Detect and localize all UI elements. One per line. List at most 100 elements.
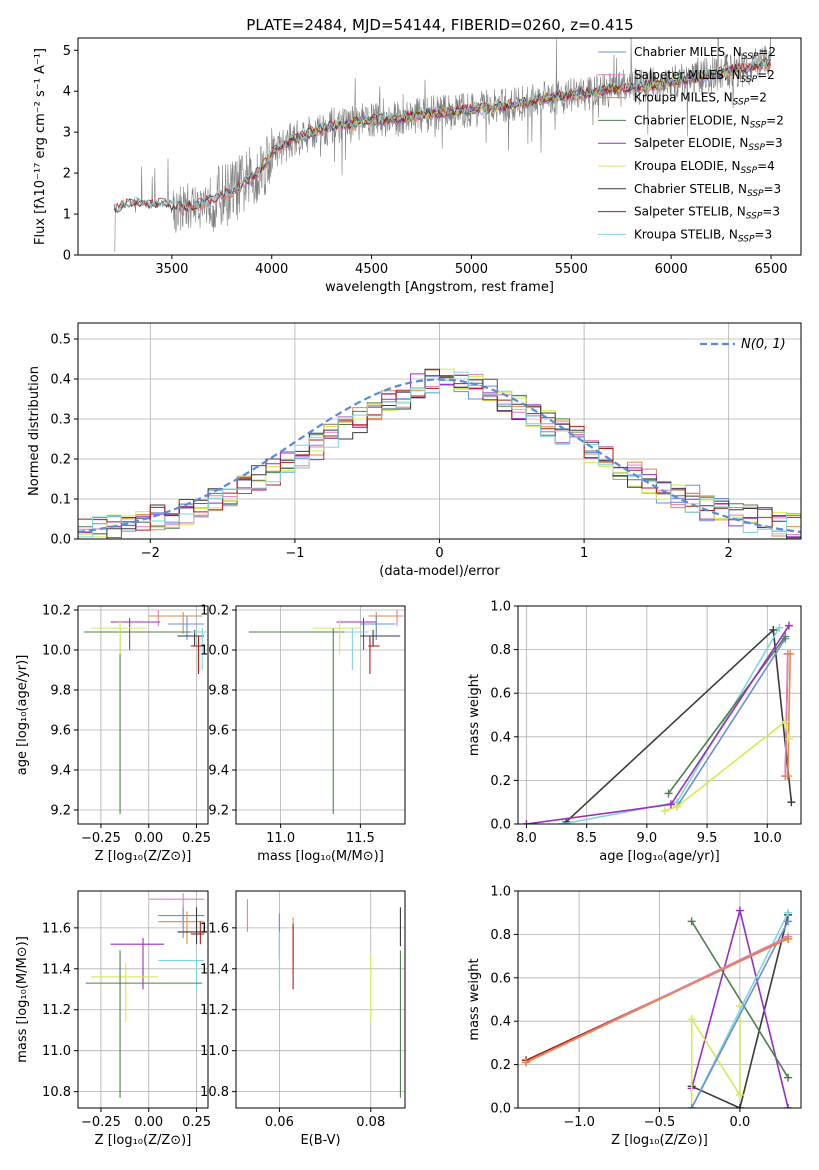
y-tick-label: 0.2 bbox=[490, 1058, 511, 1073]
legend-label: Chabrier STELIB, N bbox=[634, 182, 747, 196]
x-tick-label: 8.0 bbox=[516, 831, 537, 846]
y-tick-label: 9.4 bbox=[50, 764, 71, 779]
plot-area bbox=[246, 899, 401, 1098]
histogram-KS bbox=[78, 371, 801, 538]
y-tick-label: 5 bbox=[63, 44, 71, 59]
legend-entry: Kroupa ELODIE, NSSP=4 bbox=[634, 159, 775, 176]
weight-marker-KM bbox=[783, 772, 792, 781]
legend-subscript: SSP bbox=[747, 189, 764, 199]
y-axis-label: mass weight bbox=[467, 674, 482, 756]
y-tick-label: 0.0 bbox=[490, 1102, 511, 1117]
y-tick-label: 9.2 bbox=[208, 804, 229, 819]
x-axis-label: Z [log₁₀(Z/Z⊙)] bbox=[95, 1133, 192, 1148]
x-tick-label: −2 bbox=[141, 546, 160, 561]
weight-marker-KE bbox=[660, 806, 669, 815]
y-tick-label: 10.2 bbox=[42, 604, 71, 619]
y-tick-label: 9.6 bbox=[208, 724, 229, 739]
legend-entry: Chabrier ELODIE, NSSP=2 bbox=[634, 113, 784, 130]
x-tick-label: −1 bbox=[285, 546, 304, 561]
x-tick-label: 11.5 bbox=[346, 831, 375, 846]
y-axis-label: mass [log₁₀(M/M⊙)] bbox=[15, 936, 30, 1063]
x-axis-label: wavelength [Angstrom, rest frame] bbox=[325, 280, 554, 295]
x-tick-label: 3500 bbox=[155, 262, 188, 277]
spectrum-panel: 3500 4000 4500 5000 5500 6000 6500 0 1 2 3 4 5 wavele… bbox=[33, 37, 802, 295]
y-axis-label: Flux [fλ10⁻¹⁷ erg cm⁻² s⁻¹ A⁻¹] bbox=[33, 48, 48, 245]
legend-label: Chabrier ELODIE, N bbox=[634, 113, 750, 127]
model-spectrum-SS bbox=[113, 57, 771, 213]
y-tick-label: 3 bbox=[63, 126, 71, 141]
weight-line-KM bbox=[525, 937, 789, 1064]
normal-legend-label: N(0, 1) bbox=[741, 337, 786, 352]
weight-marker-CE bbox=[687, 917, 696, 926]
x-tick-label: 4000 bbox=[255, 262, 288, 277]
y-tick-label: 0.6 bbox=[490, 971, 511, 986]
legend-label: Kroupa ELODIE, N bbox=[634, 159, 741, 173]
x-tick-label: 0.06 bbox=[265, 1115, 294, 1130]
histogram-CS bbox=[78, 368, 801, 539]
weight-marker-CM bbox=[687, 1104, 696, 1108]
x-tick-label: 9.0 bbox=[637, 831, 658, 846]
figure-title: PLATE=2484, MJD=54144, FIBERID=0260, z=0… bbox=[246, 16, 633, 34]
y-tick-label: 10.2 bbox=[200, 604, 229, 619]
x-tick-label: 2 bbox=[725, 546, 733, 561]
y-axis-label: Normed distribution bbox=[27, 366, 42, 496]
x-tick-label: 5000 bbox=[455, 262, 488, 277]
y-tick-label: 1 bbox=[63, 208, 71, 223]
plot-area bbox=[83, 610, 207, 814]
y-tick-label: 9.8 bbox=[50, 684, 71, 699]
model-spectrum-KS bbox=[113, 55, 771, 212]
x-tick-label: 5500 bbox=[555, 262, 588, 277]
plot-area bbox=[78, 368, 801, 539]
legend-subscript: SSP bbox=[738, 234, 755, 244]
y-tick-label: 0.4 bbox=[490, 1015, 511, 1030]
axes-frame bbox=[235, 605, 406, 825]
weight-marker-SE bbox=[522, 820, 531, 824]
x-tick-label: 0.25 bbox=[182, 831, 211, 846]
normal-curve bbox=[78, 378, 801, 534]
axes-frame bbox=[517, 605, 802, 825]
weight-marker-CS bbox=[769, 625, 778, 634]
legend-label: Salpeter STELIB, N bbox=[634, 205, 746, 219]
y-tick-label: 0.8 bbox=[490, 928, 511, 943]
y-tick-label: 11.4 bbox=[200, 962, 229, 977]
mass-vs-metallicity-panel: −0.25 0.00 0.25 10.8 11.0 11.2 11.4 11.6 Z [log₁… bbox=[15, 890, 211, 1148]
x-axis-label: (data-model)/error bbox=[379, 564, 500, 579]
weight-line-CM bbox=[676, 638, 786, 808]
axes-decoration: 3500 4000 4500 5000 5500 6000 6500 0 1 2 3 4 5 wavele… bbox=[33, 37, 802, 295]
weight-line-CE bbox=[691, 920, 789, 1079]
weight-marker-KE bbox=[672, 802, 681, 811]
y-tick-label: 9.2 bbox=[50, 804, 71, 819]
axes-frame bbox=[77, 37, 802, 256]
age-vs-mass-panel: 11.0 11.5 9.2 9.4 9.6 9.8 10.0 10.2 mass [log₁₀(… bbox=[200, 604, 406, 864]
legend-subscript: SSP bbox=[733, 98, 750, 108]
x-tick-label: 1 bbox=[580, 546, 588, 561]
y-tick-label: 0.0 bbox=[50, 533, 71, 548]
legend-subscript: SSP bbox=[748, 143, 765, 153]
x-axis-label: E(B-V) bbox=[300, 1133, 340, 1148]
plot-area bbox=[522, 621, 796, 824]
x-tick-label: 9.5 bbox=[697, 831, 718, 846]
y-tick-label: 10.0 bbox=[200, 644, 229, 659]
x-axis-label: mass [log₁₀(M/M⊙)] bbox=[257, 849, 384, 864]
weight-marker-CS bbox=[735, 1104, 744, 1108]
x-tick-label: 0.00 bbox=[134, 1115, 163, 1130]
weight-marker-CE bbox=[784, 1073, 793, 1082]
x-tick-label: −0.5 bbox=[644, 1115, 676, 1130]
axes-decoration: −0.25 0.00 0.25 10.8 11.0 11.2 11.4 11.6 Z [log₁… bbox=[15, 890, 211, 1148]
weight-line-SM bbox=[784, 653, 789, 777]
legend-count: =2 bbox=[758, 45, 776, 59]
y-tick-label: 0.0 bbox=[490, 818, 511, 833]
plot-area bbox=[522, 906, 793, 1108]
legend-label: Salpeter MILES, N bbox=[634, 68, 741, 82]
y-tick-label: 0.3 bbox=[50, 413, 71, 428]
legend-label: Salpeter ELODIE, N bbox=[634, 136, 748, 150]
y-tick-label: 11.6 bbox=[42, 921, 71, 936]
y-tick-label: 10.0 bbox=[42, 644, 71, 659]
y-axis-label: age [log₁₀(age/yr)] bbox=[15, 655, 30, 776]
y-axis-label: mass weight bbox=[467, 958, 482, 1040]
y-tick-label: 9.8 bbox=[208, 684, 229, 699]
legend-count: =4 bbox=[757, 159, 775, 173]
y-tick-label: 0.2 bbox=[490, 774, 511, 789]
weight-line-CE bbox=[667, 636, 786, 794]
y-tick-label: 11.2 bbox=[42, 1003, 71, 1018]
